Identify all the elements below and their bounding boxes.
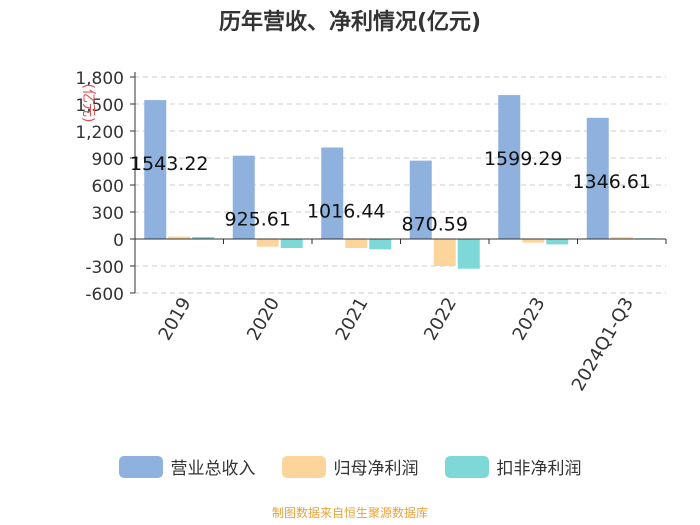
y-tick-label: 1,800 bbox=[75, 69, 124, 89]
legend-swatch-net-profit bbox=[281, 455, 326, 478]
legend-item-net-profit[interactable]: 归母净利润 bbox=[281, 454, 419, 479]
y-tick-label: 900 bbox=[92, 150, 124, 170]
chart-title: 历年营收、净利情况(亿元) bbox=[218, 10, 482, 35]
x-tick-label: 2024Q1-Q3 bbox=[568, 294, 638, 395]
bar-revenue bbox=[144, 100, 167, 239]
bar-net-profit bbox=[256, 239, 279, 247]
bar-deducted-profit bbox=[546, 239, 569, 245]
x-tick-label: 2022 bbox=[420, 294, 461, 344]
bar-revenue bbox=[232, 155, 255, 239]
bar-deducted-profit bbox=[280, 239, 303, 248]
bar-revenue bbox=[586, 117, 609, 239]
x-tick-label: 2019 bbox=[154, 294, 195, 344]
legend-swatch-deducted-profit bbox=[444, 455, 489, 478]
y-tick-label: -600 bbox=[85, 285, 124, 305]
legend-item-revenue[interactable]: 营业总收入 bbox=[118, 454, 256, 479]
bar-revenue bbox=[321, 147, 344, 239]
bar-deducted-profit bbox=[192, 237, 215, 239]
data-label: 925.61 bbox=[225, 209, 291, 231]
y-tick-label: 300 bbox=[92, 204, 124, 224]
y-tick-label: -300 bbox=[85, 258, 124, 278]
data-label: 1543.22 bbox=[130, 153, 209, 175]
x-tick-label: 2020 bbox=[243, 294, 284, 344]
y-tick-label: 1,500 bbox=[75, 96, 124, 116]
y-tick-label: 0 bbox=[113, 231, 124, 251]
x-tick-label: 2023 bbox=[508, 294, 549, 344]
y-tick-label: 1,200 bbox=[75, 123, 124, 143]
bar-net-profit bbox=[168, 236, 191, 239]
x-tick-label: 2021 bbox=[331, 294, 372, 344]
bar-net-profit bbox=[610, 237, 633, 239]
bar-net-profit bbox=[522, 239, 545, 243]
legend-item-deducted-profit[interactable]: 扣非净利润 bbox=[444, 454, 582, 479]
legend-swatch-revenue bbox=[118, 455, 163, 478]
data-label: 870.59 bbox=[402, 214, 468, 236]
bar-deducted-profit bbox=[457, 239, 480, 269]
data-label: 1016.44 bbox=[307, 201, 386, 223]
legend-label-net-profit: 归母净利润 bbox=[333, 459, 419, 479]
legend: 营业总收入 归母净利润 扣非净利润 bbox=[0, 454, 700, 479]
y-axis-unit-label: (亿元) bbox=[80, 84, 96, 123]
bar-net-profit bbox=[433, 239, 456, 266]
data-source-note: 制图数据来自恒生聚源数据库 bbox=[271, 506, 428, 520]
bar-net-profit bbox=[345, 239, 368, 248]
legend-label-revenue: 营业总收入 bbox=[170, 459, 256, 479]
bar-deducted-profit bbox=[369, 239, 392, 250]
legend-label-deducted-profit: 扣非净利润 bbox=[496, 459, 582, 479]
bar-revenue bbox=[409, 160, 432, 239]
y-tick-label: 600 bbox=[92, 177, 124, 197]
bar-revenue bbox=[498, 95, 521, 239]
data-label: 1346.61 bbox=[572, 171, 651, 193]
data-label: 1599.29 bbox=[484, 148, 563, 170]
bar-chart: -600 -300 0 300 600 900 1,200 1,500 1,800(亿元) 201… bbox=[75, 69, 667, 395]
